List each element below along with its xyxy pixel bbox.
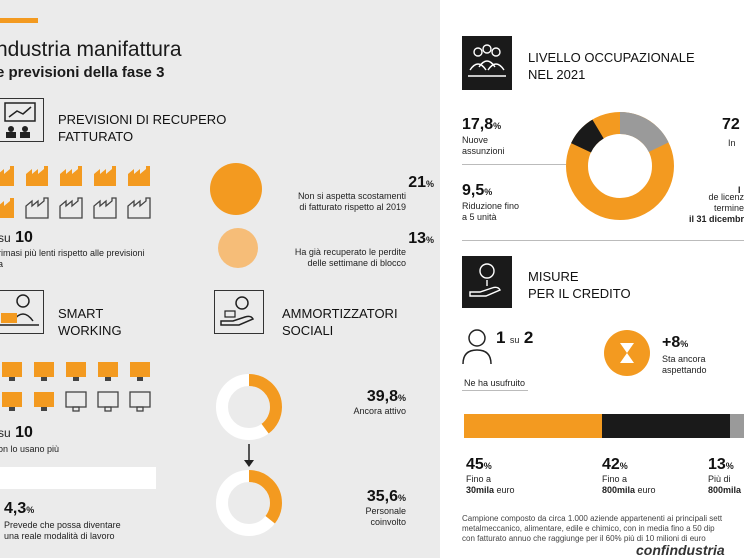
- revenue-ratio-desc: rimasi più lenti rispetto alle prevision…: [0, 248, 145, 269]
- footnote: Campione composto da circa 1.000 aziende…: [462, 514, 723, 543]
- smart-ratio: su 10: [0, 424, 33, 441]
- stat-13-desc: Ha già recuperato le perdite delle setti…: [294, 247, 406, 268]
- stat-21-desc: Non si aspetta scostamenti di fatturato …: [297, 191, 406, 212]
- stat-4-prefix: I: [738, 185, 741, 195]
- credit-stacked-bar: [464, 414, 744, 438]
- revenue-ratio: su 10: [0, 229, 33, 246]
- stat-17-8: 17,8%: [462, 116, 502, 133]
- money-hand-icon: [462, 256, 512, 308]
- factory-icon-grid: [0, 166, 160, 226]
- credit-b3: 13% Più di 800mila: [708, 456, 742, 495]
- monitor-icon-grid: [0, 360, 160, 416]
- hand-money-icon: [214, 290, 264, 334]
- right-panel: LIVELLO OCCUPAZIONALE NEL 2021 17,8% Nuo…: [452, 0, 744, 558]
- employment-title: LIVELLO OCCUPAZIONALE NEL 2021: [528, 50, 695, 82]
- people-group-icon: [462, 36, 512, 90]
- employment-donut: [562, 108, 678, 229]
- revenue-section-title: PREVISIONI DI RECUPERO FATTURATO: [58, 112, 227, 144]
- presentation-icon: [0, 98, 44, 142]
- ratio-desc: Ne ha usufruito: [464, 378, 526, 388]
- stat-72: 72: [722, 116, 740, 133]
- stat-72-desc: In: [728, 138, 736, 148]
- stat-35-6: 35,6%: [366, 488, 406, 505]
- brand-logo: confindustria: [636, 542, 725, 558]
- stat-4-desc: de licenz termine il 31 dicembr: [688, 192, 744, 224]
- bar-segment-dark: [602, 414, 730, 438]
- credit-title: MISURE PER IL CREDITO: [528, 269, 631, 301]
- ammortizzatori-title: AMMORTIZZATORI SOCIALI: [282, 306, 398, 338]
- ratio-underline: [462, 390, 528, 391]
- stat-39-8-desc: Ancora attivo: [353, 406, 406, 416]
- smart-ratio-desc: on lo usano più: [0, 444, 60, 454]
- donut-39-8: [214, 372, 284, 447]
- bar-segment-gray: [730, 414, 744, 438]
- page-subtitle: e previsioni della fase 3: [0, 64, 165, 81]
- person-icon: [460, 326, 494, 371]
- stat-plus8-desc: Sta ancora aspettando: [662, 354, 707, 375]
- accent-bar: [0, 18, 38, 23]
- light-circle-13: [218, 228, 258, 268]
- white-bar: [0, 467, 156, 489]
- stat-13: 13%: [408, 230, 434, 247]
- section-divider: [462, 240, 744, 241]
- bar-segment-orange: [464, 414, 602, 438]
- stat-17-8-desc: Nuove assunzioni: [462, 135, 505, 156]
- stat-39-8: 39,8%: [366, 388, 406, 405]
- factory-icons: [0, 166, 151, 219]
- ratio-1-su-2: 1 su 2: [496, 328, 534, 347]
- stat-9-5-desc: Riduzione fino a 5 unità: [462, 201, 520, 222]
- stat-9-5: 9,5%: [462, 182, 493, 199]
- left-panel: ndustria manifattura e previsioni della …: [0, 0, 440, 558]
- arrow-down-icon: [244, 444, 254, 473]
- smart-working-title: SMART WORKING: [58, 306, 122, 338]
- credit-b2: 42% Fino a 800mila euro: [602, 456, 656, 495]
- orange-circle-21: [210, 163, 262, 215]
- stat-35-6-desc: Personale coinvolto: [365, 506, 406, 527]
- smart-stat-desc: Prevede che possa diventare una reale mo…: [4, 520, 121, 541]
- donut-35-6: [214, 468, 284, 543]
- credit-b1: 45% Fino a 30mila euro: [466, 456, 515, 495]
- worker-laptop-icon: [0, 290, 44, 334]
- divider-line: [462, 164, 566, 165]
- monitor-icons: [2, 362, 151, 412]
- page-title: ndustria manifattura: [0, 38, 182, 61]
- stat-21: 21%: [408, 174, 434, 191]
- hourglass-icon: [604, 330, 650, 376]
- stat-plus8: +8%: [662, 334, 689, 351]
- smart-stat: 4,3%: [4, 500, 35, 517]
